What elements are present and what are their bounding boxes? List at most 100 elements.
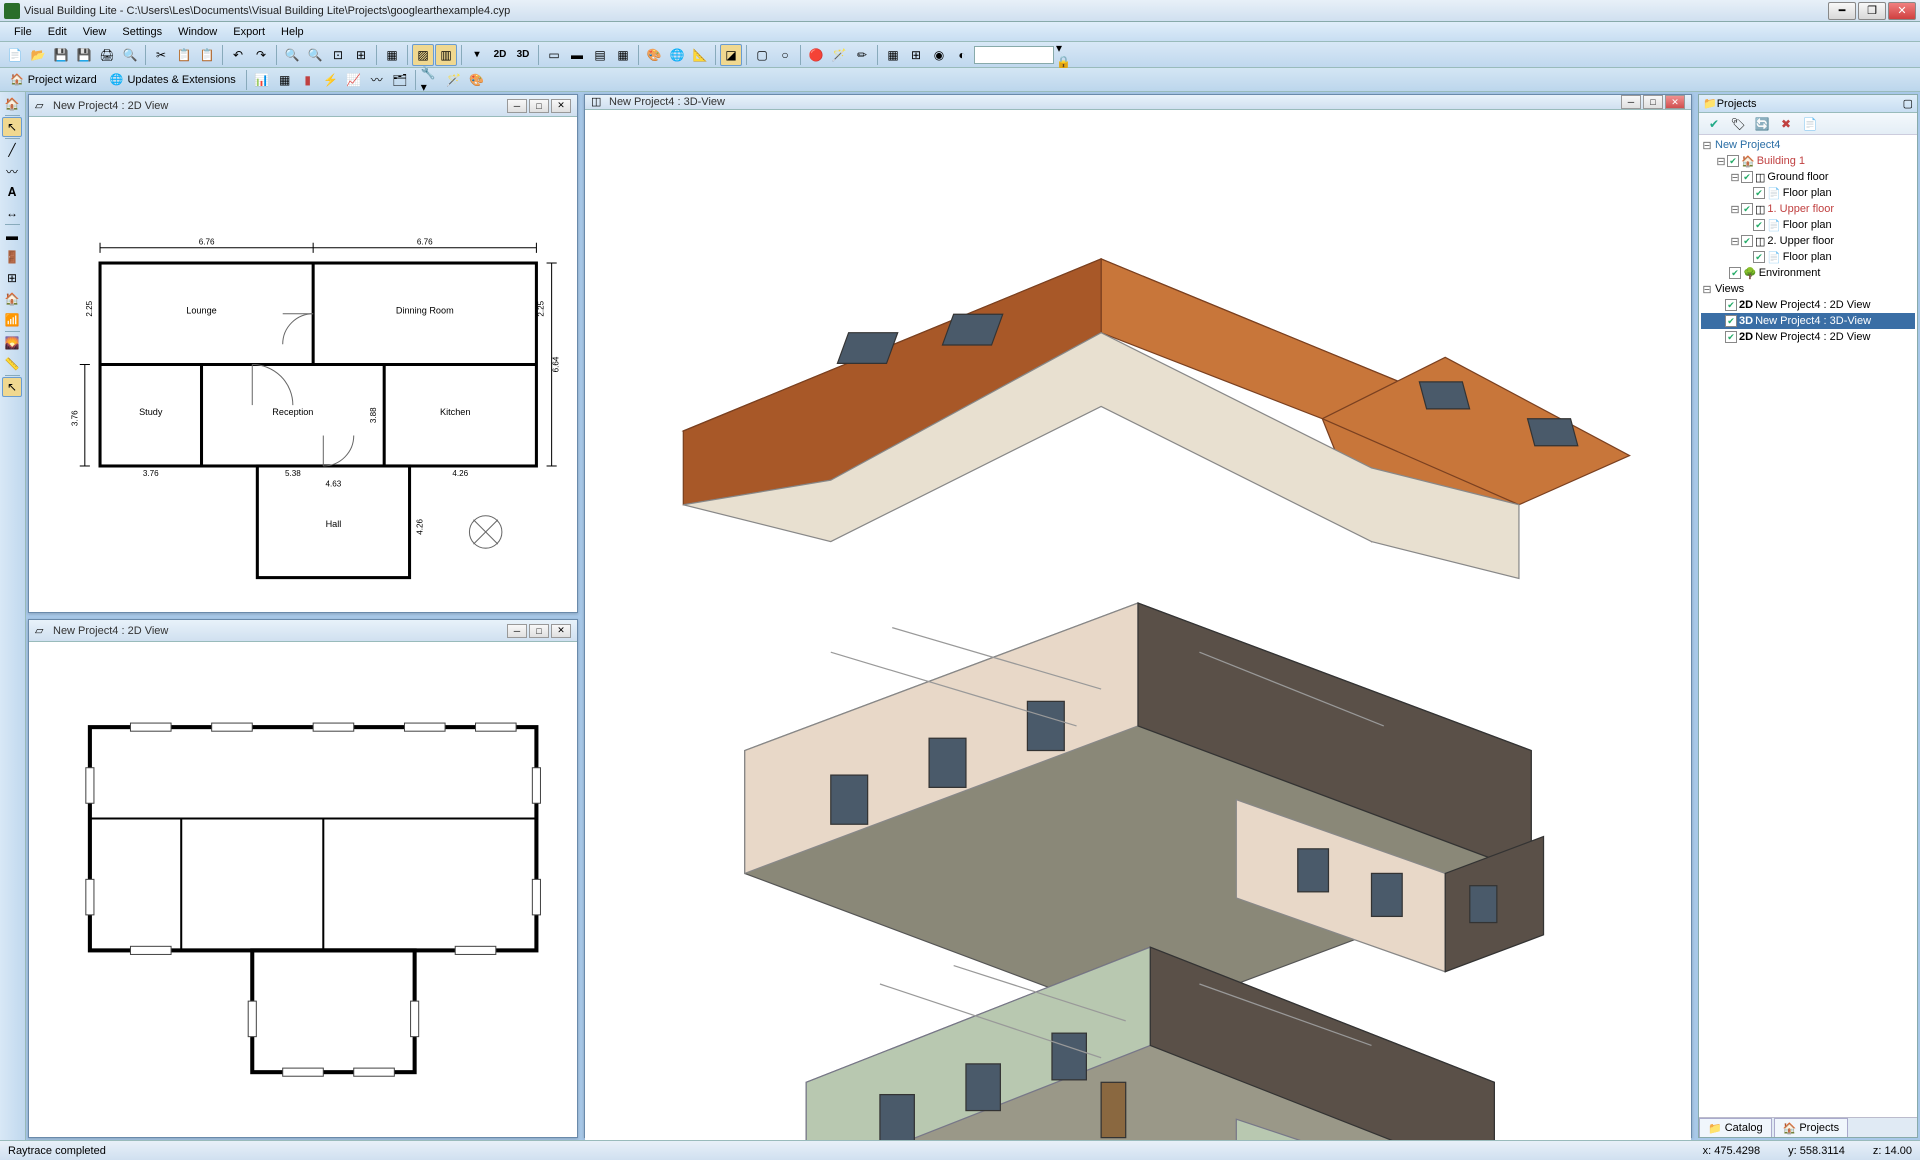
proj-new-icon[interactable]: 📄 <box>1799 113 1821 135</box>
tree-environment[interactable]: ✔🌳Environment <box>1701 265 1915 281</box>
2d-mode-button[interactable]: 2D <box>489 44 511 66</box>
plan1-max-button[interactable]: □ <box>529 99 549 113</box>
saveall-icon[interactable]: 💾 <box>73 44 95 66</box>
plan1-close-button[interactable]: ✕ <box>551 99 571 113</box>
tool-c-icon[interactable]: ◉ <box>928 44 950 66</box>
render3-icon[interactable]: 📐 <box>689 44 711 66</box>
3d-mode-button[interactable]: 3D <box>512 44 534 66</box>
zoom-in-icon[interactable]: 🔍 <box>281 44 303 66</box>
sb-tool-2-icon[interactable]: ▦ <box>274 69 296 91</box>
preview-icon[interactable]: 🔍 <box>119 44 141 66</box>
plan2-max-button[interactable]: □ <box>529 624 549 638</box>
tree-ground-floor[interactable]: ⊟✔◫Ground floor <box>1701 169 1915 185</box>
vt-text-icon[interactable]: 𝐀 <box>2 182 22 202</box>
sb-tool-1-icon[interactable]: 📊 <box>251 69 273 91</box>
view3d-min-button[interactable]: ─ <box>1621 95 1641 109</box>
new-icon[interactable]: 📄 <box>4 44 26 66</box>
cut-icon[interactable]: ✂ <box>150 44 172 66</box>
zoom-window-icon[interactable]: ⊞ <box>350 44 372 66</box>
print-icon[interactable]: 🖨 <box>96 44 118 66</box>
open-icon[interactable]: 📂 <box>27 44 49 66</box>
grid-icon[interactable]: ▦ <box>381 44 403 66</box>
scale-input[interactable] <box>974 46 1054 64</box>
vt-window-icon[interactable]: ⊞ <box>2 268 22 288</box>
sb-tool-5-icon[interactable]: 📈 <box>343 69 365 91</box>
color-icon[interactable]: 🔴 <box>805 44 827 66</box>
minimize-button[interactable]: ━ <box>1828 2 1856 20</box>
view-opt-icon[interactable]: ◪ <box>720 44 742 66</box>
sb-tool-bucket-icon[interactable]: 🎨 <box>466 69 488 91</box>
vt-stair-icon[interactable]: 📶 <box>2 310 22 330</box>
close-button[interactable]: ✕ <box>1888 2 1916 20</box>
layout-4-icon[interactable]: ▦ <box>612 44 634 66</box>
tree-upper2-plan[interactable]: ✔📄Floor plan <box>1701 249 1915 265</box>
tool-d-icon[interactable]: ◐ <box>951 44 973 66</box>
shape-rect-icon[interactable]: ▢ <box>751 44 773 66</box>
tree-upper1[interactable]: ⊟✔◫1. Upper floor <box>1701 201 1915 217</box>
copy-icon[interactable]: 📋 <box>173 44 195 66</box>
mode-menu-icon[interactable]: ▾ <box>466 44 488 66</box>
material-icon[interactable]: 🪄 <box>828 44 850 66</box>
vt-measure-icon[interactable]: 📏 <box>2 354 22 374</box>
zoom-fit-icon[interactable]: ⊡ <box>327 44 349 66</box>
sb-tool-wrench-icon[interactable]: 🔧▾ <box>420 69 442 91</box>
render2-icon[interactable]: 🌐 <box>666 44 688 66</box>
tool-b-icon[interactable]: ⊞ <box>905 44 927 66</box>
texture-icon[interactable]: ✏ <box>851 44 873 66</box>
snap-icon[interactable]: ▨ <box>412 44 434 66</box>
sb-tool-4-icon[interactable]: ⚡ <box>320 69 342 91</box>
vt-cursor-icon[interactable]: ↖ <box>2 377 22 397</box>
view3d-canvas[interactable] <box>585 110 1691 1140</box>
vt-line-icon[interactable]: ╱ <box>2 140 22 160</box>
tree-view-1[interactable]: ✔2DNew Project4 : 2D View <box>1701 297 1915 313</box>
plan2-min-button[interactable]: ─ <box>507 624 527 638</box>
vt-terrain-icon[interactable]: 🌄 <box>2 333 22 353</box>
undo-icon[interactable]: ↶ <box>227 44 249 66</box>
vt-curve-icon[interactable]: 〰 <box>2 161 22 181</box>
proj-tag-icon[interactable]: 🏷 <box>1727 113 1749 135</box>
sb-tool-wand-icon[interactable]: 🪄 <box>443 69 465 91</box>
tree-view-3[interactable]: ✔2DNew Project4 : 2D View <box>1701 329 1915 345</box>
layout-3-icon[interactable]: ▤ <box>589 44 611 66</box>
tree-upper1-plan[interactable]: ✔📄Floor plan <box>1701 217 1915 233</box>
layout-2-icon[interactable]: ▬ <box>566 44 588 66</box>
tool-a-icon[interactable]: ▦ <box>882 44 904 66</box>
proj-delete-icon[interactable]: ✖ <box>1775 113 1797 135</box>
vt-select-icon[interactable]: ↖ <box>2 117 22 137</box>
menu-export[interactable]: Export <box>225 24 273 40</box>
tree-project[interactable]: ⊟New Project4 <box>1701 137 1915 153</box>
save-icon[interactable]: 💾 <box>50 44 72 66</box>
redo-icon[interactable]: ↷ <box>250 44 272 66</box>
project-wizard-button[interactable]: 🏠 Project wizard <box>4 71 103 88</box>
view3d-max-button[interactable]: □ <box>1643 95 1663 109</box>
plan2-close-button[interactable]: ✕ <box>551 624 571 638</box>
menu-help[interactable]: Help <box>273 24 312 40</box>
menu-window[interactable]: Window <box>170 24 225 40</box>
plan1-min-button[interactable]: ─ <box>507 99 527 113</box>
panel-pin-icon[interactable]: ▢ <box>1903 97 1913 110</box>
menu-settings[interactable]: Settings <box>114 24 170 40</box>
vt-wall-icon[interactable]: ▬ <box>2 226 22 246</box>
sb-tool-7-icon[interactable]: 🗂 <box>389 69 411 91</box>
shape-circle-icon[interactable]: ○ <box>774 44 796 66</box>
layout-1-icon[interactable]: ▭ <box>543 44 565 66</box>
menu-file[interactable]: File <box>6 24 40 40</box>
tree-view-2[interactable]: ✔3DNew Project4 : 3D-View <box>1701 313 1915 329</box>
tree-ground-plan[interactable]: ✔📄Floor plan <box>1701 185 1915 201</box>
dropdown-icon[interactable]: ▾🔒 <box>1055 44 1077 66</box>
plan1-canvas[interactable]: Lounge Dinning Room Study Reception Kitc… <box>29 117 577 612</box>
vt-roof-icon[interactable]: 🏠 <box>2 289 22 309</box>
tab-catalog[interactable]: 📁Catalog <box>1699 1118 1772 1137</box>
maximize-button[interactable]: ❐ <box>1858 2 1886 20</box>
vt-dim-icon[interactable]: ↔ <box>2 203 22 223</box>
vt-building-icon[interactable]: 🏠 <box>2 94 22 114</box>
sb-tool-3-icon[interactable]: ▮ <box>297 69 319 91</box>
proj-check-icon[interactable]: ✔ <box>1703 113 1725 135</box>
menu-edit[interactable]: Edit <box>40 24 75 40</box>
tree-views[interactable]: ⊟Views <box>1701 281 1915 297</box>
zoom-out-icon[interactable]: 🔍 <box>304 44 326 66</box>
render-icon[interactable]: 🎨 <box>643 44 665 66</box>
updates-button[interactable]: 🌐 Updates & Extensions <box>104 71 242 88</box>
ortho-icon[interactable]: ▥ <box>435 44 457 66</box>
tree-building[interactable]: ⊟✔🏠Building 1 <box>1701 153 1915 169</box>
